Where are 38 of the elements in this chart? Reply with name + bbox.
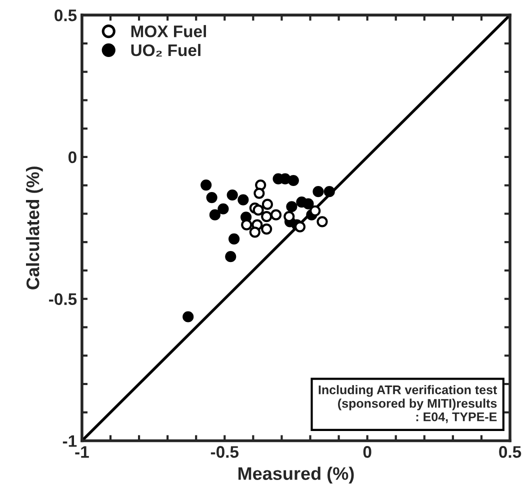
point <box>316 216 328 228</box>
point <box>310 205 321 216</box>
point <box>324 186 335 198</box>
point <box>294 221 306 232</box>
point <box>225 251 236 262</box>
point <box>200 180 212 191</box>
point <box>209 209 220 220</box>
x-tick-label: -0.5 <box>210 446 239 458</box>
x-axis-title: Measured (%) <box>238 466 354 484</box>
legend-label: MOX Fuel <box>131 25 206 38</box>
point <box>261 211 272 222</box>
point <box>261 224 272 235</box>
point <box>226 189 238 201</box>
y-tick-label: 0 <box>68 151 76 164</box>
point <box>238 194 249 206</box>
point <box>182 311 194 322</box>
y-tick-label: -0.5 <box>49 293 77 306</box>
point <box>312 186 324 198</box>
point <box>252 204 264 216</box>
point <box>254 188 265 199</box>
point <box>270 209 282 220</box>
point <box>288 174 299 186</box>
y-tick-label: -1 <box>62 435 77 447</box>
point <box>206 192 218 204</box>
x-tick-label: -1 <box>75 446 89 458</box>
point <box>218 203 229 214</box>
y-tick-label: 0.5 <box>54 9 77 22</box>
y-axis-title: Calculated (%) <box>26 166 43 290</box>
point <box>241 219 252 230</box>
point <box>286 201 298 212</box>
legend-label: UO₂ Fuel <box>131 44 200 57</box>
point <box>302 198 314 210</box>
point <box>262 198 273 210</box>
annotation: Including ATR verification test (sponsored by MITI)results : E04, TYPE-E <box>318 385 498 424</box>
point <box>228 233 240 245</box>
x-tick-label: 0.5 <box>499 446 522 458</box>
point <box>249 226 260 238</box>
x-tick-label: 0 <box>363 446 372 458</box>
